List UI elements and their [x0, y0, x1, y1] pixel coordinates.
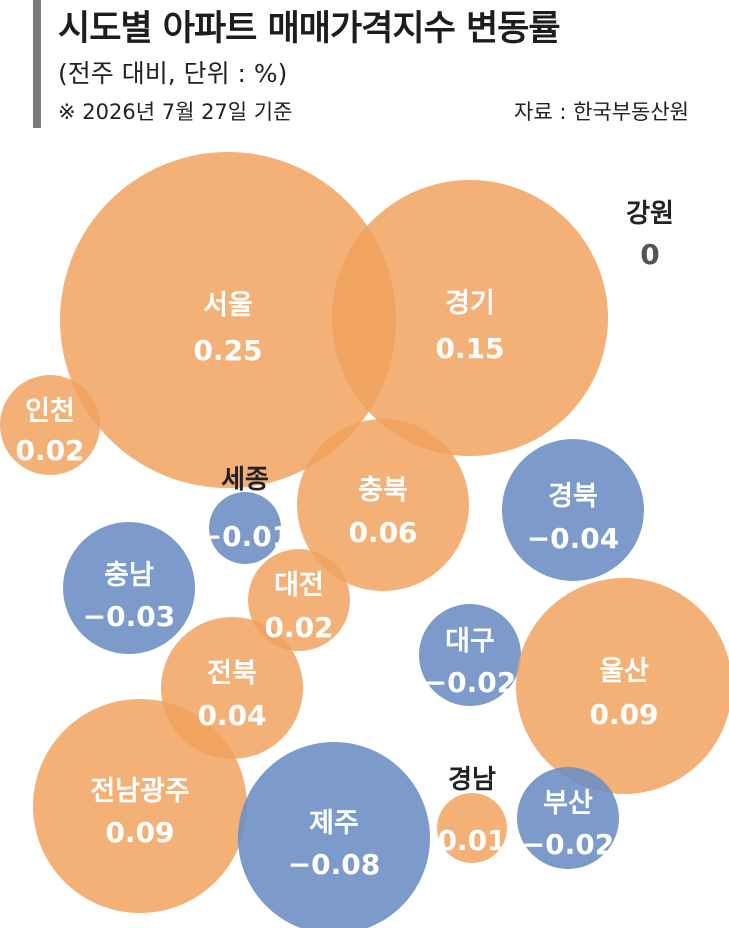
bubble-5-value-label: −0.01 — [199, 520, 292, 553]
date-note: ※ 2026년 7월 27일 기준 — [58, 100, 293, 124]
bubble-13-region-label: 전남광주 — [90, 776, 189, 807]
bubble-3-region-label: 강원 — [626, 199, 674, 229]
bubble-2-positive — [332, 180, 608, 456]
bubble-2-region-label: 경기 — [445, 288, 495, 319]
bubble-8-value-label: −0.03 — [83, 600, 176, 633]
bubble-9-region-label: 대전 — [274, 570, 324, 601]
bubble-15-region-label: 경남 — [448, 765, 496, 795]
bubble-7-value-label: −0.04 — [527, 522, 620, 555]
bubble-14-region-label: 제주 — [309, 808, 359, 839]
bubble-4-positive — [0, 375, 100, 475]
bubble-11-positive — [516, 578, 729, 794]
bubble-1-value-label: 0.25 — [193, 334, 262, 367]
bubble-6-region-label: 충북 — [358, 475, 408, 506]
bubble-8-negative — [63, 522, 195, 654]
bubble-10-value-label: −0.02 — [424, 666, 517, 699]
bubble-12-value-label: 0.04 — [197, 699, 266, 732]
chart-subtitle: (전주 대비, 단위 : %) — [58, 59, 288, 88]
bubble-15-value-label: 0.01 — [437, 824, 506, 857]
bubble-10-negative — [419, 604, 521, 706]
bubble-4-value-label: 0.02 — [15, 434, 84, 467]
bubble-4-region-label: 인천 — [25, 396, 75, 427]
bubble-9-positive — [248, 549, 350, 651]
bubble-13-positive — [33, 699, 247, 913]
bubble-10-region-label: 대구 — [445, 626, 495, 657]
chart-title: 시도별 아파트 매매가격지수 변동률 — [58, 9, 561, 49]
bubble-12-region-label: 전북 — [207, 658, 257, 689]
bubble-11-region-label: 울산 — [599, 656, 649, 687]
source-note: 자료 : 한국부동산원 — [514, 100, 689, 124]
bubble-5-region-label: 세종 — [221, 465, 269, 495]
bubble-14-negative — [238, 742, 430, 928]
bubble-16-region-label: 부산 — [543, 788, 593, 819]
bubble-5-negative — [209, 492, 281, 564]
bubble-14-value-label: −0.08 — [288, 848, 381, 881]
bubble-8-region-label: 충남 — [104, 560, 154, 591]
bubble-16-value-label: −0.02 — [522, 828, 615, 861]
bubble-3-value-label: 0 — [640, 238, 659, 271]
bubble-9-value-label: 0.02 — [264, 611, 333, 644]
bubble-1-positive — [60, 152, 396, 488]
bubble-15-positive — [437, 793, 507, 863]
bubble-1-region-label: 서울 — [203, 290, 253, 321]
bubble-6-value-label: 0.06 — [348, 516, 417, 549]
bubble-13-value-label: 0.09 — [105, 816, 174, 849]
bubble-2-value-label: 0.15 — [435, 332, 504, 365]
bubble-6-positive — [297, 419, 469, 591]
bubble-7-region-label: 경북 — [548, 481, 598, 512]
bubble-7-negative — [502, 439, 644, 581]
title-accent-bar — [33, 0, 41, 128]
bubble-16-negative — [517, 767, 619, 869]
bubble-11-value-label: 0.09 — [589, 698, 658, 731]
